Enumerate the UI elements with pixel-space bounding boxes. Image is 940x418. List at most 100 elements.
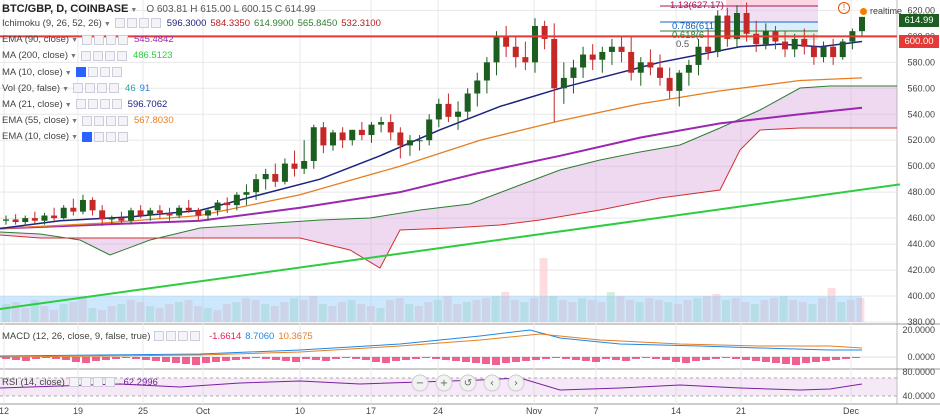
fib-zone [726,0,818,6]
candle-body [791,38,798,50]
candle-body [147,210,154,216]
volume-bar [770,298,778,322]
indicator-row[interactable]: EMA (55, close) ▼ 567.8030 [2,114,174,127]
y-tick-label: 620.00 [907,5,935,15]
volume-bar [386,300,394,322]
x-tick-label: Oct [196,406,211,416]
candle-body [570,67,577,78]
y-tick-label: 520.00 [907,135,935,145]
indicator-row[interactable]: MA (10, close) ▼ [2,66,124,79]
indicator-controls[interactable] [80,49,129,62]
indicator-value: 10.3675 [278,331,313,343]
volume-bar [357,304,366,322]
indicator-label: Ichimoku (9, 26, 52, 26) [2,18,102,30]
volume-bar [731,298,740,322]
caret-down-icon[interactable]: ▼ [103,21,111,29]
macd-histogram-bar [22,357,30,361]
rsi-controls[interactable] [68,377,117,388]
volume-bar [155,308,164,322]
macd-histogram-bar [42,357,50,358]
volume-bar [414,306,423,322]
candle-body [262,173,269,180]
volume-bar [683,300,692,322]
candle-body [859,16,865,32]
indicator-label: EMA (90, close) [2,34,70,46]
caret-down-icon[interactable]: ▼ [130,7,138,14]
volume-bar [11,302,20,322]
candle-body [714,15,721,52]
indicator-controls[interactable] [75,66,124,79]
indicator-controls[interactable] [114,17,163,30]
indicator-value: 91 [139,82,151,94]
candle-body [830,46,837,58]
ichimoku-span-b [0,127,897,269]
candle-body [330,132,337,146]
candle-body [580,54,587,68]
caret-down-icon[interactable]: ▼ [70,53,77,61]
volume-bar [674,304,682,322]
macd-histogram-bar [622,357,630,361]
candle-body [753,33,760,45]
indicator-row[interactable]: MA (21, close) ▼ 596.7062 [2,98,167,111]
zoom-in-icon [435,374,453,392]
macd-histogram-bar [522,357,530,361]
indicator-controls[interactable] [82,33,130,46]
caret-down-icon[interactable]: ▼ [64,69,72,77]
candle-body [435,103,442,120]
macd-histogram-bar [322,357,330,361]
indicator-controls[interactable] [75,98,124,111]
macd-histogram-bar [582,357,590,361]
candle-body [685,64,692,73]
candle-body [705,46,712,52]
macd-histogram-bar [612,357,620,360]
indicator-row[interactable]: EMA (90, close) ▼ 545.4842 [2,33,174,46]
indicator-controls[interactable] [82,130,130,143]
x-tick-label: 12 [0,406,9,416]
indicator-controls[interactable] [73,82,121,95]
caret-down-icon[interactable]: ▼ [71,134,78,142]
alert-icon[interactable]: ! [838,2,850,14]
indicator-row[interactable]: Vol (20, false) ▼ 46 91 [2,82,150,95]
candle-body [60,207,67,219]
caret-down-icon[interactable]: ▼ [71,37,78,45]
volume-bar [520,302,529,322]
symbol-label[interactable]: BTC/GBP, D, COINBASE [2,3,129,15]
macd-histogram-bar [242,357,250,359]
volume-bar [606,292,615,322]
macd-histogram-bar [722,357,730,358]
indicator-row[interactable]: Ichimoku (9, 26, 52, 26) ▼ 596.3000 584.335… [2,17,381,30]
macd-histogram-bar [572,357,580,360]
indicator-row[interactable]: MA (200, close) ▼ 486.5123 [2,49,173,62]
macd-histogram-bar [742,357,750,360]
candle-body [41,215,48,221]
volume-bar [59,304,68,322]
candle-body [483,62,490,81]
caret-down-icon[interactable]: ▼ [71,118,78,126]
macd-controls[interactable] [154,331,202,342]
candle-body [801,38,808,47]
macd-histogram-bar [432,357,440,359]
candle-body [733,12,740,39]
candle-body [637,62,644,73]
candle-body [618,46,625,52]
indicator-row[interactable]: EMA (10, close) ▼ [2,130,130,143]
volume-bar [184,300,193,322]
macd-histogram-bar [152,357,160,361]
indicator-value: -1.6614 [209,331,242,343]
realtime-indicator[interactable]: realtime [859,6,902,16]
scroll-right-icon [507,374,525,392]
volume-bar [741,302,750,322]
volume-bar [539,258,548,322]
level-price-label: 600.00 [899,35,939,48]
y-tick-label: 500.00 [907,161,935,171]
volume-bar [434,300,442,322]
macd-histogram-bar [822,357,830,361]
volume-bar [501,292,510,322]
price-axis-background [897,0,940,418]
macd-histogram-bar [402,357,410,360]
volume-bar [798,302,807,322]
caret-down-icon[interactable]: ▼ [62,85,70,93]
caret-down-icon[interactable]: ▼ [64,102,72,110]
indicator-controls[interactable] [82,114,130,127]
